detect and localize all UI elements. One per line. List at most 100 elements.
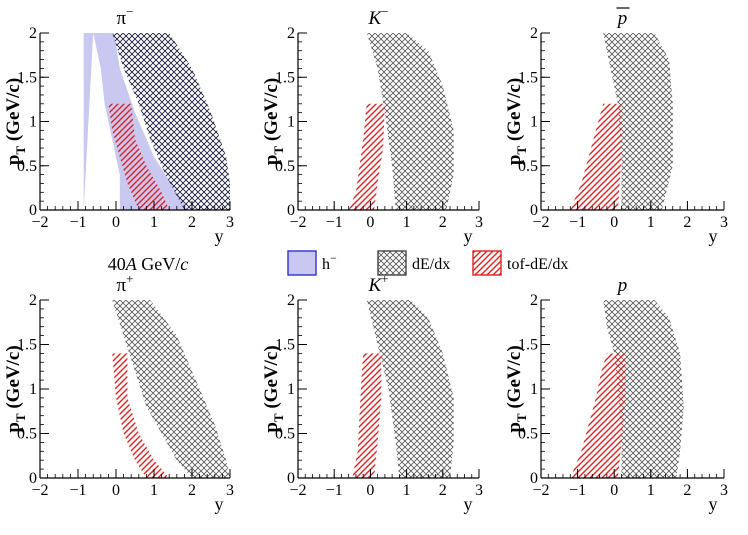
x-tick-label: 0 bbox=[366, 482, 374, 499]
region-tof-dedx bbox=[112, 353, 170, 478]
region-tof-dedx bbox=[108, 103, 170, 210]
legend-label-h-: h− bbox=[322, 251, 337, 273]
y-tick-label: 0 bbox=[287, 470, 295, 487]
x-tick-label: −1 bbox=[326, 214, 343, 231]
x-tick-label: 0 bbox=[366, 214, 374, 231]
y-tick-label: 0 bbox=[530, 470, 538, 487]
x-tick-label: 2 bbox=[188, 214, 196, 231]
y-tick-label: 0 bbox=[29, 202, 37, 219]
x-tick-label: 2 bbox=[188, 482, 196, 499]
y-tick-label: 2 bbox=[287, 292, 295, 309]
x-tick-label: 2 bbox=[683, 214, 691, 231]
x-tick-label: 3 bbox=[720, 482, 728, 499]
y-tick-label: 1 bbox=[287, 381, 295, 398]
x-tick-label: 3 bbox=[475, 214, 483, 231]
x-tick-label: −2 bbox=[31, 214, 48, 231]
region-tof-dedx bbox=[348, 103, 385, 210]
y-tick-label: 1.5 bbox=[275, 337, 295, 354]
legend-swatch-tof bbox=[472, 250, 502, 276]
y-tick-label: 2 bbox=[29, 292, 37, 309]
x-tick-label: 0 bbox=[610, 482, 618, 499]
region-dedx bbox=[603, 33, 673, 210]
legend-swatch-h- bbox=[287, 250, 317, 276]
x-tick-label: 2 bbox=[683, 482, 691, 499]
x-tick-label: 3 bbox=[720, 214, 728, 231]
x-tick-label: 1 bbox=[403, 214, 411, 231]
x-axis-label: y bbox=[215, 494, 224, 514]
y-tick-label: 0 bbox=[287, 202, 295, 219]
y-tick-label: 0.5 bbox=[518, 158, 538, 175]
y-tick-label: 2 bbox=[530, 292, 538, 309]
x-axis-label: y bbox=[464, 226, 473, 246]
y-tick-label: 0.5 bbox=[275, 158, 295, 175]
y-tick-label: 0 bbox=[29, 470, 37, 487]
y-axis-label: pT (GeV/c) bbox=[3, 78, 28, 165]
y-tick-label: 2 bbox=[530, 25, 538, 42]
x-tick-label: −1 bbox=[569, 214, 586, 231]
legend-label-dEdx: dE/dx bbox=[412, 256, 450, 273]
y-axis-label: pT (GeV/c) bbox=[261, 345, 286, 432]
panel-title: p bbox=[616, 8, 628, 29]
region-dedx bbox=[112, 300, 230, 478]
region-dedx bbox=[112, 33, 230, 210]
x-tick-label: −2 bbox=[31, 482, 48, 499]
panel-1: −2 −1 0 1 2 3 0 0.5 1 1.5 2 pT (GeV/c) y π− bbox=[3, 4, 234, 246]
panel-title: π− bbox=[117, 4, 134, 29]
region-dedx bbox=[603, 300, 684, 478]
panel-title: p bbox=[616, 275, 628, 296]
panel-2: −2 −1 0 1 2 3 0 0.5 1 1.5 2 pT (GeV/c) y K− bbox=[261, 4, 483, 246]
x-tick-label: −1 bbox=[69, 214, 86, 231]
x-tick-label: 1 bbox=[403, 482, 411, 499]
y-tick-label: 0.5 bbox=[518, 426, 538, 443]
y-tick-label: 1 bbox=[287, 114, 295, 131]
region-tof-dedx bbox=[570, 103, 622, 210]
panel-3: −2 −1 0 1 2 3 0 0.5 1 1.5 2 pT (GeV/c) y p bbox=[504, 7, 728, 246]
region-dedx bbox=[366, 300, 454, 478]
x-tick-label: 0 bbox=[610, 214, 618, 231]
y-tick-label: 1 bbox=[29, 381, 37, 398]
y-axis-label: pT (GeV/c) bbox=[504, 345, 529, 432]
x-tick-label: 1 bbox=[647, 214, 655, 231]
region-dedx bbox=[366, 33, 454, 210]
panel-title: K− bbox=[367, 4, 388, 29]
y-tick-label: 1.5 bbox=[17, 69, 37, 86]
y-tick-label: 1.5 bbox=[17, 337, 37, 354]
region-h-minus bbox=[83, 33, 189, 210]
x-tick-label: 1 bbox=[150, 214, 158, 231]
x-tick-label: −1 bbox=[69, 482, 86, 499]
x-tick-label: −1 bbox=[569, 482, 586, 499]
legend-swatch-dEdx bbox=[377, 250, 407, 276]
y-tick-label: 1.5 bbox=[275, 69, 295, 86]
x-axis-label: y bbox=[709, 494, 718, 514]
panel-4: −2 −1 0 1 2 3 0 0.5 1 1.5 2 pT (GeV/c) y π+ bbox=[3, 271, 234, 514]
y-tick-label: 1 bbox=[530, 114, 538, 131]
y-tick-label: 1 bbox=[530, 381, 538, 398]
x-tick-label: 2 bbox=[439, 482, 447, 499]
panel-5: −2 −1 0 1 2 3 0 0.5 1 1.5 2 pT (GeV/c) y K+ bbox=[261, 271, 483, 514]
y-tick-label: 0.5 bbox=[17, 158, 37, 175]
y-tick-label: 2 bbox=[29, 25, 37, 42]
x-axis-label: y bbox=[215, 226, 224, 246]
y-tick-label: 1.5 bbox=[518, 337, 538, 354]
x-tick-label: −2 bbox=[532, 482, 549, 499]
region-tof-dedx bbox=[352, 353, 382, 478]
panel-6: −2 −1 0 1 2 3 0 0.5 1 1.5 2 pT (GeV/c) y p bbox=[504, 275, 728, 514]
x-tick-label: −2 bbox=[289, 214, 306, 231]
y-axis-label: pT (GeV/c) bbox=[504, 78, 529, 165]
x-tick-label: 3 bbox=[226, 482, 234, 499]
x-tick-label: 1 bbox=[647, 482, 655, 499]
y-tick-label: 0.5 bbox=[275, 426, 295, 443]
x-axis-label: y bbox=[464, 494, 473, 514]
legend: 40A GeV/c h− dE/dx tof-dE/dx bbox=[108, 250, 568, 276]
y-axis-label: pT (GeV/c) bbox=[3, 345, 28, 432]
x-tick-label: −1 bbox=[326, 482, 343, 499]
legend-label-tof: tof-dE/dx bbox=[507, 256, 568, 273]
x-tick-label: −2 bbox=[532, 214, 549, 231]
y-tick-label: 1.5 bbox=[518, 69, 538, 86]
panel-title: π+ bbox=[117, 271, 134, 296]
x-tick-label: 3 bbox=[475, 482, 483, 499]
panel-title: K+ bbox=[367, 271, 388, 296]
energy-label: 40A GeV/c bbox=[108, 254, 189, 274]
